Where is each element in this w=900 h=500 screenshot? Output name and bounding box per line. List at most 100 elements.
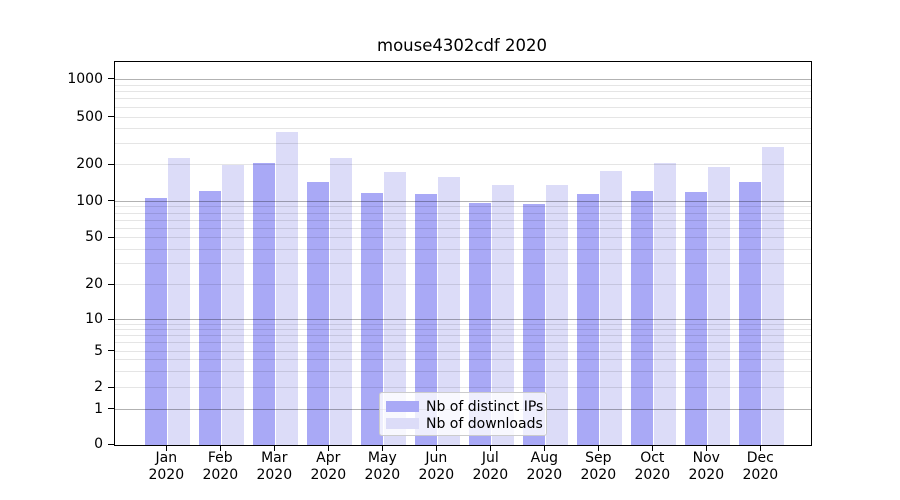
chart-title: mouse4302cdf 2020 [377,36,547,55]
gridline-minor [115,212,811,214]
x-tick-month: Oct [640,450,665,466]
x-tick-year: 2020 [418,467,455,483]
gridline-minor [115,342,811,344]
x-tick-year: 2020 [526,467,563,483]
y-tick-mark [108,408,114,409]
y-tick-label: 100 [76,192,103,209]
bar-distinct-ips [576,193,599,445]
x-tick-mark [598,445,600,451]
y-tick-label: 200 [76,156,103,172]
x-tick-year: 2020 [364,467,401,483]
bar-downloads [707,167,730,445]
gridline-minor [115,324,811,325]
gridline-major [115,78,811,80]
bar-distinct-ips [414,194,437,445]
x-tick-label: Mar 2020 [242,450,306,484]
gridline-minor [115,237,811,239]
bar-downloads [167,157,190,445]
gridline-minor [115,98,811,100]
gridline-minor [115,219,811,221]
legend-swatch-downloads [386,418,419,429]
x-tick-mark [652,445,654,451]
x-tick-label: Apr 2020 [296,450,360,484]
x-tick-label: Feb 2020 [188,450,252,484]
y-tick-mark [108,200,114,202]
y-tick-label: 1 [94,400,103,417]
x-tick-month: Mar [261,450,288,466]
y-tick-mark [108,236,114,238]
bar-distinct-ips [738,182,761,445]
plot-area: Nb of distinct IPs Nb of downloads [114,61,812,446]
x-tick-mark [490,445,492,451]
x-tick-mark [760,445,762,451]
gridline-minor [115,248,811,250]
gridline-minor [115,359,811,361]
gridline-minor [115,90,811,92]
bar-distinct-ips [198,190,221,445]
gridline-minor [115,106,811,108]
bar-distinct-ips [630,190,653,445]
y-tick-mark [108,443,114,445]
bar-downloads [329,157,352,445]
x-tick-month: Aug [530,450,558,466]
x-tick-month: Feb [207,450,233,466]
x-tick-label: Dec 2020 [728,450,792,484]
x-tick-label: May 2020 [350,450,414,484]
y-tick-mark [108,386,114,388]
y-tick-mark [108,163,114,165]
bar-downloads [491,185,514,445]
x-tick-year: 2020 [742,467,779,483]
gridline-minor [115,227,811,229]
x-tick-month: Sep [585,450,612,466]
gridline-minor [115,335,811,337]
x-tick-month: Jun [425,450,448,466]
x-tick-month: Jul [481,450,499,466]
bar-downloads [545,184,568,445]
y-tick-mark [108,78,114,80]
bar-downloads [437,176,460,445]
x-tick-label: Jul 2020 [458,450,522,484]
x-tick-year: 2020 [148,467,185,483]
x-tick-year: 2020 [256,467,293,483]
x-tick-month: Apr [316,450,341,466]
bar-downloads [599,170,622,445]
x-tick-month: Jan [155,450,178,466]
bar-downloads [275,132,298,445]
x-tick-mark [544,445,546,451]
gridline-minor [115,370,811,372]
x-tick-label: Aug 2020 [512,450,576,484]
legend-label-downloads: Nb of downloads [426,415,543,432]
x-tick-label: Jan 2020 [134,450,198,484]
y-tick-mark [108,116,114,118]
gridline-minor [115,329,811,331]
x-tick-label: Nov 2020 [674,450,738,484]
y-tick-mark [108,350,114,351]
y-tick-label: 10 [85,311,103,328]
x-tick-mark [274,445,276,451]
x-tick-label: Jun 2020 [404,450,468,484]
bar-distinct-ips [306,182,329,445]
y-tick-label: 1000 [67,70,103,87]
gridline-minor [115,387,811,388]
gridline-minor [115,206,811,208]
bar-distinct-ips [252,163,275,445]
x-tick-year: 2020 [202,467,239,483]
y-tick-label: 50 [85,229,103,246]
gridline-minor [115,128,811,130]
y-tick-label: 0 [94,436,103,452]
x-tick-year: 2020 [688,467,725,483]
x-tick-year: 2020 [634,467,671,483]
bar-downloads [653,163,676,445]
y-tick-label: 20 [85,276,103,292]
x-tick-year: 2020 [472,467,509,483]
legend-row-distinct-ips: Nb of distinct IPs [386,398,546,415]
x-tick-mark [328,445,330,451]
y-tick-label: 2 [94,379,103,395]
x-tick-mark [436,445,438,451]
gridline-minor [115,164,811,165]
bar-distinct-ips [360,192,383,445]
x-tick-mark [382,445,384,451]
x-tick-mark [166,445,168,451]
legend-row-downloads: Nb of downloads [386,415,546,432]
x-tick-month: Nov [692,450,720,466]
